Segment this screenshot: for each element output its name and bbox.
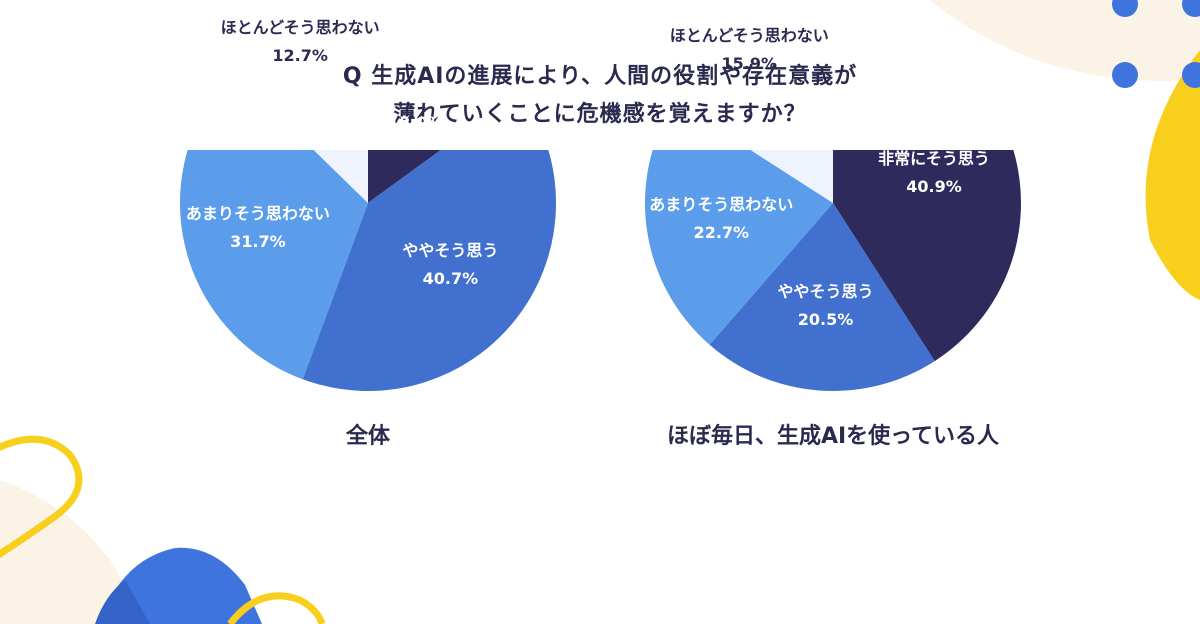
pie-slice-somewhat — [709, 203, 935, 392]
decorative-dot — [1182, 62, 1200, 88]
decorative-yellow-loop — [0, 435, 83, 558]
pie-slice-not-at-all — [750, 150, 833, 203]
slice-percentage: 22.7% — [693, 222, 750, 242]
slice-category: ほとんどそう思わない — [220, 17, 380, 37]
pie-slice-not-much — [180, 150, 368, 380]
slice-category: あまりそう思わない — [185, 203, 330, 223]
pie-slice-not-at-all — [313, 150, 368, 203]
decorative-dot — [1182, 0, 1200, 17]
chart-subtitle: 全体 — [345, 424, 391, 449]
slice-percentage: 15.0% — [387, 113, 444, 133]
slice-label-somewhat: ややそう思う 40.7% — [402, 237, 498, 293]
pie-chart-daily-users: ほぼ毎日、生成AIを使っている人 非常にそう思う 40.9% ややそう思う 20.5%… — [600, 26, 1200, 570]
question-title-line-2: 薄れていくことに危機感を覚えますか？ — [393, 102, 807, 127]
slice-percentage: 20.5% — [797, 310, 854, 330]
decorative-yellow-curve — [227, 592, 326, 624]
decorative-yellow-shape — [1145, 50, 1200, 300]
decorative-dot — [1112, 0, 1138, 17]
pie-chart-svg — [180, 150, 556, 391]
slice-category: ややそう思う — [402, 241, 499, 261]
slice-label-very: 非常にそう思う 40.9% — [878, 145, 990, 201]
slice-label-not-at-all: ほとんどそう思わない 12.7% — [221, 14, 380, 70]
slice-label-not-much: あまりそう思わない 31.7% — [186, 200, 330, 256]
pie-chart-svg — [645, 150, 1021, 392]
slice-category: ほとんどそう思わない — [669, 25, 829, 45]
pie-chart-overall: 全体 非常にそう思う 15.0% ややそう思う 40.7% あまりそう思わない 31.7%… — [0, 18, 600, 570]
question-title-line-1: Q 生成AIの進展により、人間の役割や存在意義が — [342, 64, 858, 89]
pie-slice-not-much — [645, 150, 833, 345]
slice-category: 非常にそう思う — [878, 149, 990, 169]
slice-label-not-at-all: ほとんどそう思わない 15.9% — [670, 22, 829, 78]
slice-percentage: 31.7% — [230, 231, 286, 251]
slice-percentage: 40.7% — [422, 269, 479, 289]
slice-category: 非常にそう思う — [359, 85, 472, 105]
slice-percentage: 15.9% — [721, 53, 778, 73]
decorative-blue-shape — [100, 547, 262, 624]
decorative-blob-bottom-left — [0, 480, 140, 624]
decorative-dot — [1112, 62, 1138, 88]
slice-category: ややそう思う — [777, 282, 874, 302]
chart-subtitle: ほぼ毎日、生成AIを使っている人 — [666, 424, 1000, 449]
slice-percentage: 40.9% — [906, 177, 962, 197]
slice-label-somewhat: ややそう思う 20.5% — [778, 278, 874, 334]
slice-label-very: 非常にそう思う 15.0% — [360, 81, 472, 137]
pie-slice-very — [833, 150, 1021, 362]
slice-percentage: 12.7% — [272, 45, 328, 65]
slice-category: あまりそう思わない — [649, 194, 794, 214]
slice-label-not-much: あまりそう思わない 22.7% — [649, 191, 793, 247]
pie-slice-somewhat — [302, 150, 556, 391]
decorative-blob-top-right — [930, 0, 1200, 81]
decorative-blue-shape-dark — [95, 580, 150, 624]
